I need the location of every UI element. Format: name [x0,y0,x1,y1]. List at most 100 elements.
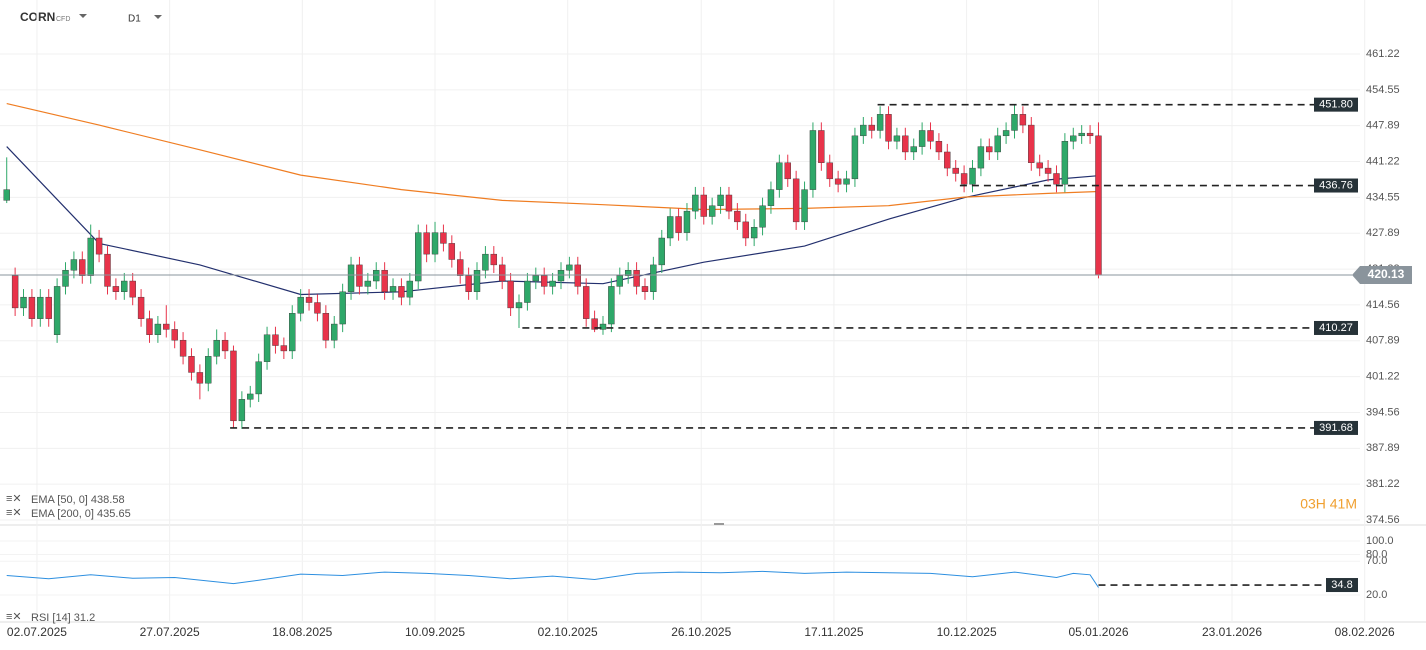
rsi-legend: RSI [14] 31.2 [31,612,95,624]
dropdown-arrow[interactable] [154,15,162,19]
candle-body [524,280,531,303]
candle-body [406,280,414,298]
candle-body [725,194,733,212]
countdown: 03H 41M [1300,496,1357,512]
candle-body [37,296,44,319]
candle-body [750,227,758,239]
candle-body [767,189,775,206]
candle-body [280,345,288,352]
level-label-box [1314,97,1358,112]
rsi-tick-label: 100.0 [1366,535,1394,547]
candle-body [650,264,657,292]
timeframe[interactable]: D1 [128,14,141,25]
y-tick-label: 434.55 [1366,191,1400,203]
candle-body [868,124,875,131]
candle-body [389,286,397,292]
candle-body [213,339,220,357]
x-tick-label: 10.09.2025 [405,625,465,639]
candle-body [927,130,934,142]
candle-body [356,264,363,287]
rsi-tick-label: 20.0 [1366,589,1387,601]
y-tick-label: 427.89 [1366,227,1400,239]
legend-entry: EMA [50, 0] 438.58 [31,494,125,506]
candle-body [1011,114,1018,131]
candle-body [557,270,565,282]
candle-body [574,264,581,287]
level-label: 391.68 [1319,422,1353,434]
candle-body [1028,124,1035,163]
candle-body [121,280,128,292]
candle-body [776,162,783,190]
candle-body [188,356,195,373]
candle-body [566,264,573,271]
candle-body [692,194,699,212]
x-tick-label: 05.01.2026 [1068,625,1128,639]
candle-body [1061,141,1069,185]
legend-entry: EMA [200, 0] 435.65 [31,508,131,520]
legend-icon: ≡✕ [6,493,22,505]
candle-body [87,237,94,276]
candle-body [994,135,1001,153]
candle-body [540,275,548,287]
candle-body [818,130,825,163]
candle-body [599,323,607,330]
candle-body [20,296,27,309]
candle-body [381,270,388,292]
candle-body [53,286,61,335]
candle-body [986,146,993,153]
candle-body [95,237,103,255]
level-label-box [1314,420,1358,435]
candle-body [549,280,556,287]
candle-body [918,130,926,147]
ema-line [6,103,1099,211]
candle-body [364,280,372,287]
candle-body [784,162,791,180]
candle-body [633,270,640,287]
candle-body [171,329,178,341]
dropdown-arrow[interactable] [79,14,87,18]
level-label-box [1314,320,1358,335]
candle-body [373,270,380,282]
candle-body [482,253,489,271]
candle-body [457,259,464,276]
rsi-tick-label: 80.0 [1366,548,1387,560]
candle-body [11,275,19,309]
symbol[interactable]: CORN [20,10,55,24]
candle-body [515,302,523,309]
y-tick-label: 401.22 [1366,371,1400,383]
candle-body [977,146,985,169]
candle-body [146,318,153,335]
candle-body [834,178,842,185]
candle-body [196,372,204,384]
y-tick-label: 441.22 [1366,155,1400,167]
candle-body [490,253,498,266]
candle-body [826,162,833,180]
candle-body [608,286,615,325]
candle-body [683,210,691,233]
candle-body [910,146,917,153]
candle-body [616,275,623,287]
candle-body [1053,173,1060,185]
badge: CFD [56,16,70,23]
candle-body [205,356,212,384]
candle-body [163,323,170,330]
candle-body [247,393,254,400]
x-tick-label: 23.01.2026 [1202,625,1262,639]
candle-body [935,141,943,153]
candle-body [944,151,951,169]
candle-body [582,286,590,319]
level-label: 436.76 [1319,179,1353,191]
candle-body [885,114,892,142]
candle-body [1019,114,1027,126]
candle-body [1078,132,1085,137]
candle-body [137,296,145,319]
candle-body [624,270,632,276]
candle-body [465,275,472,292]
candle-body [263,334,271,362]
x-tick-label: 10.12.2025 [937,625,997,639]
candle-body [154,323,162,335]
candle-body [1095,135,1102,276]
candle-body [431,232,439,255]
ema-line [6,146,1099,296]
